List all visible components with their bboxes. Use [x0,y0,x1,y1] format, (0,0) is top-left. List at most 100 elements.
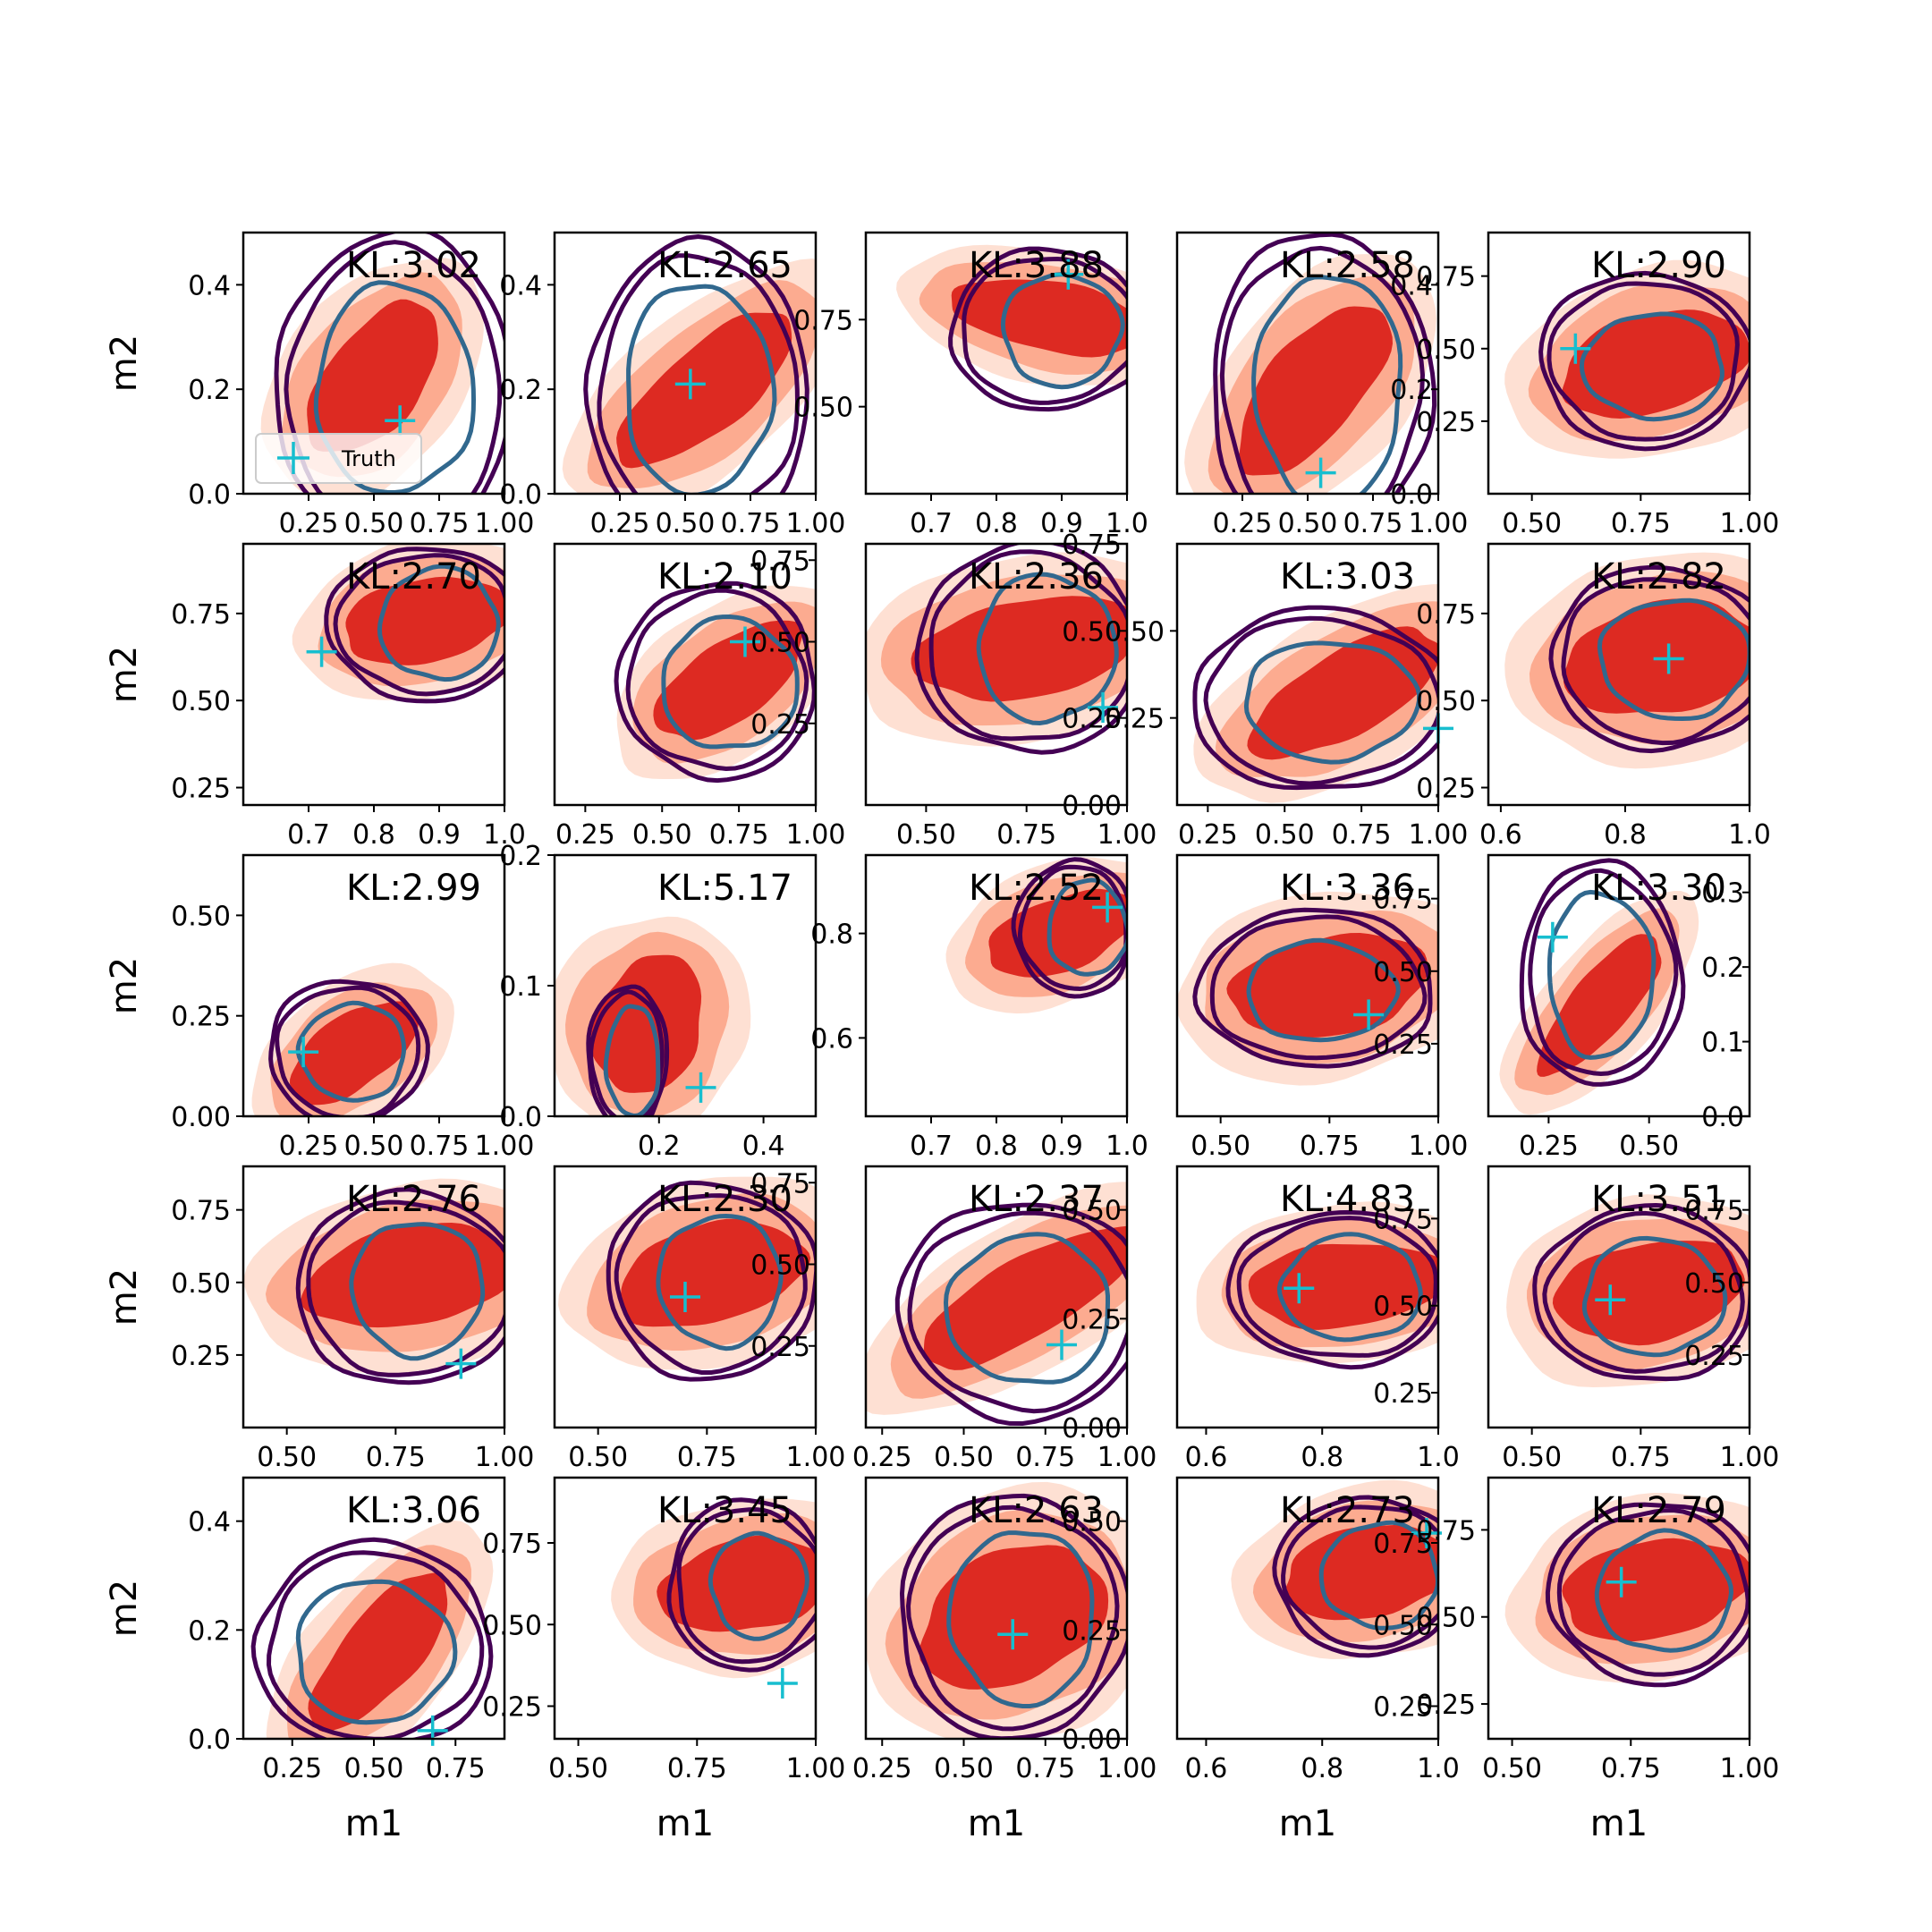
x-tick-label: 1.00 [1720,1753,1780,1784]
x-tick-label: 0.75 [1611,508,1671,539]
axes-frame [1487,1165,1751,1429]
x-tick-label: 0.9 [418,819,461,851]
x-tick-label: 1.00 [1097,819,1157,851]
density-fill-core [290,1001,419,1106]
y-tick-label: 0.25 [1416,407,1476,438]
contour-outer [606,1180,816,1382]
x-tick-label: 0.50 [1191,1131,1250,1162]
x-tick-label: 0.50 [632,819,692,851]
truth-marker [1284,1273,1315,1304]
y-tick-label: 0.50 [1373,1610,1433,1641]
kl-label: KL:2.82 [1591,556,1726,597]
y-tick-label: 0.25 [1373,1378,1433,1410]
kl-label: KL:2.63 [969,1490,1104,1531]
contour-outer [1538,270,1750,452]
y-axis-label: m2 [104,335,145,392]
x-tick-label: 0.6 [1185,1753,1228,1784]
panel-1-4: 0.25 0.50 0.75 1.000.0 0.2 0.4KL:2.58 [1175,231,1468,539]
contour-inner [661,614,800,750]
kl-label: KL:2.90 [1591,245,1726,286]
panel-5-1: 0.25 0.50 0.75 0.0 0.2 0.4 KL:3.06 m2 m1 [104,1476,506,1844]
y-tick-label: 0.75 [1062,530,1122,561]
y-tick-label: 0.25 [1684,1341,1744,1372]
truth-marker [674,369,706,400]
contour-outer-2 [1542,1210,1745,1374]
contour-outer-2 [928,549,1127,741]
x-tick-label: 0.50 [1502,1442,1562,1473]
x-tick-label: 0.50 [344,508,404,539]
legend-box [255,433,422,484]
kl-label: KL:2.79 [1591,1490,1726,1531]
x-tick-label: 0.75 [1332,819,1392,851]
panel-grid: 0.25 0.50 0.75 1.000.00.20.4 KL:3.02m2Truth0… [104,231,1780,1844]
x-tick-label: 0.7 [910,508,953,539]
x-tick-label: 1.0 [1106,508,1148,539]
plot-area [1196,1201,1438,1370]
plot-area [614,580,816,784]
y-tick-label: 0.50 [1062,1196,1122,1227]
plot-area [251,962,454,1116]
contour-outer-2 [1546,281,1740,442]
contour-outer [914,544,1127,755]
y-tick-label: 0.25 [750,1332,810,1363]
contour-outer-2 [1561,577,1750,746]
y-tick-label: 0.75 [793,305,853,336]
y-tick-label: 0.75 [750,1168,810,1199]
y-tick-label: 0.75 [1373,1204,1433,1235]
contour-outer [894,1202,1127,1427]
truth-marker [306,636,337,667]
plot-area [1504,259,1750,459]
contour-outer-2 [284,240,503,494]
x-tick-label: 0.75 [721,508,781,539]
contour-inner [976,572,1119,726]
y-tick-label: 0.2 [499,375,542,406]
y-tick-label: 0.25 [1062,704,1122,735]
contour-inner [1243,640,1422,765]
axes-frame [553,1476,818,1741]
panel-2-4: 0.25 0.50 0.75 1.00 0.25 0.50 KL:3.03 [1105,542,1469,851]
contour-inner [603,1004,661,1116]
x-tick-label: 1.00 [1097,1753,1157,1784]
x-tick-label: 0.50 [257,1442,317,1473]
y-tick-label: 0.25 [1416,774,1476,805]
density-fill-core [1562,309,1750,419]
truth-marker [1560,333,1591,364]
x-tick-label: 0.25 [852,1442,912,1473]
contour-outer [1548,564,1750,754]
x-tick-label: 0.75 [1015,1442,1075,1473]
truth-marker [729,626,760,657]
contour-outer-2 [907,1210,1127,1414]
contour-outer-2 [1203,615,1438,786]
x-tick-label: 1.00 [1409,819,1469,851]
contour-inner [1581,1235,1728,1358]
y-tick-label: 0.75 [750,546,810,577]
y-tick-label: 0.75 [1416,262,1476,293]
density-fill-core [307,299,438,452]
x-tick-label: 0.9 [1040,1131,1083,1162]
truth-marker [1411,1518,1443,1549]
plot-area [250,1520,494,1739]
y-tick-label: 0.00 [171,1102,231,1133]
x-tick-label: 0.75 [677,1442,737,1473]
x-tick-label: 1.00 [475,508,535,539]
y-tick-label: 0.0 [188,479,231,511]
x-tick-label: 0.50 [344,1131,404,1162]
y-tick-label: 0.50 [1373,957,1433,988]
plot-area [945,857,1127,1014]
x-tick-label: 0.75 [1611,1442,1671,1473]
axes-frame [1487,1476,1751,1741]
y-tick-label: 0.00 [1062,1724,1122,1756]
truth-marker [1353,999,1385,1030]
plot-area [1499,858,1699,1115]
x-tick-label: 1.00 [1720,508,1780,539]
x-tick-label: 0.75 [410,1131,470,1162]
x-tick-label: 0.6 [1479,819,1522,851]
x-tick-label: 0.50 [1482,1753,1542,1784]
x-tick-label: 0.75 [410,508,470,539]
x-tick-label: 0.50 [1278,508,1338,539]
x-tick-label: 0.50 [548,1753,608,1784]
